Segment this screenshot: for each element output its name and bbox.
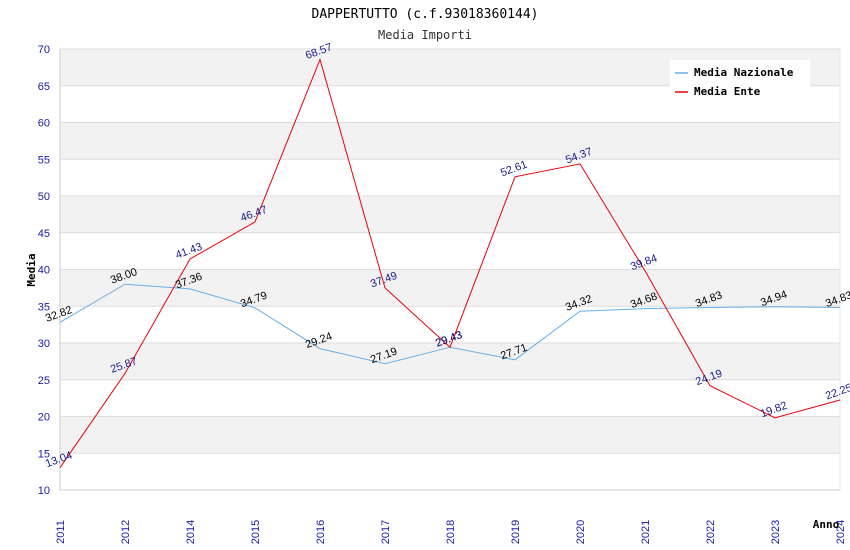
legend: Media Nazionale Media Ente xyxy=(670,60,810,100)
y-tick-label: 10 xyxy=(38,485,50,497)
x-tick-label: 2014 xyxy=(185,520,197,544)
grid-band xyxy=(60,416,840,454)
x-axis-ticks: 2011 2012 2014 2015 2016 2017 2018 2019 2020 2021… xyxy=(55,520,847,544)
y-tick-label: 45 xyxy=(38,228,50,240)
y-tick-label: 55 xyxy=(38,154,50,166)
grid-band xyxy=(60,453,840,490)
x-tick-label: 2024 xyxy=(835,520,847,544)
x-tick-label: 2021 xyxy=(640,520,652,544)
legend-label-media-nazionale: Media Nazionale xyxy=(694,66,794,79)
y-axis-label: Media xyxy=(25,253,38,286)
y-tick-label: 30 xyxy=(38,338,50,350)
x-tick-label: 2011 xyxy=(55,520,67,544)
grid-band xyxy=(60,306,840,343)
x-axis-label: Anno xyxy=(813,518,840,531)
x-tick-label: 2018 xyxy=(445,520,457,544)
x-tick-label: 2023 xyxy=(770,520,782,544)
y-tick-label: 40 xyxy=(38,265,50,277)
y-tick-label: 65 xyxy=(38,81,50,93)
grid-band xyxy=(60,122,840,160)
grid-band xyxy=(60,232,840,270)
x-tick-label: 2020 xyxy=(575,520,587,544)
y-tick-label: 25 xyxy=(38,375,50,387)
x-tick-label: 2015 xyxy=(250,520,262,544)
y-axis-ticks: 10 15 20 25 30 35 40 45 50 55 60 65 70 xyxy=(38,44,50,497)
y-tick-label: 50 xyxy=(38,191,50,203)
grid-band xyxy=(60,343,840,380)
x-tick-label: 2016 xyxy=(315,520,327,544)
series-lines xyxy=(59,57,841,468)
plot-background xyxy=(59,48,841,491)
legend-label-media-ente: Media Ente xyxy=(694,85,761,98)
chart-subtitle: Media Importi xyxy=(378,28,472,42)
y-tick-label: 20 xyxy=(38,412,50,424)
grid-band xyxy=(60,379,840,417)
grid-band xyxy=(60,196,840,233)
x-tick-label: 2017 xyxy=(380,520,392,544)
x-tick-label: 2012 xyxy=(120,520,132,544)
x-tick-label: 2019 xyxy=(510,520,522,544)
x-tick-label: 2022 xyxy=(705,520,717,544)
media-ente-line xyxy=(59,57,841,468)
grid-band xyxy=(60,269,840,307)
legend-box xyxy=(670,60,810,100)
y-tick-label: 60 xyxy=(38,118,50,130)
y-tick-label: 70 xyxy=(38,44,50,56)
grid-band xyxy=(60,159,840,196)
chart-title: DAPPERTUTTO (c.f.93018360144) xyxy=(312,7,539,22)
y-tick-label: 35 xyxy=(38,301,50,313)
y-tick-label: 15 xyxy=(38,448,50,460)
